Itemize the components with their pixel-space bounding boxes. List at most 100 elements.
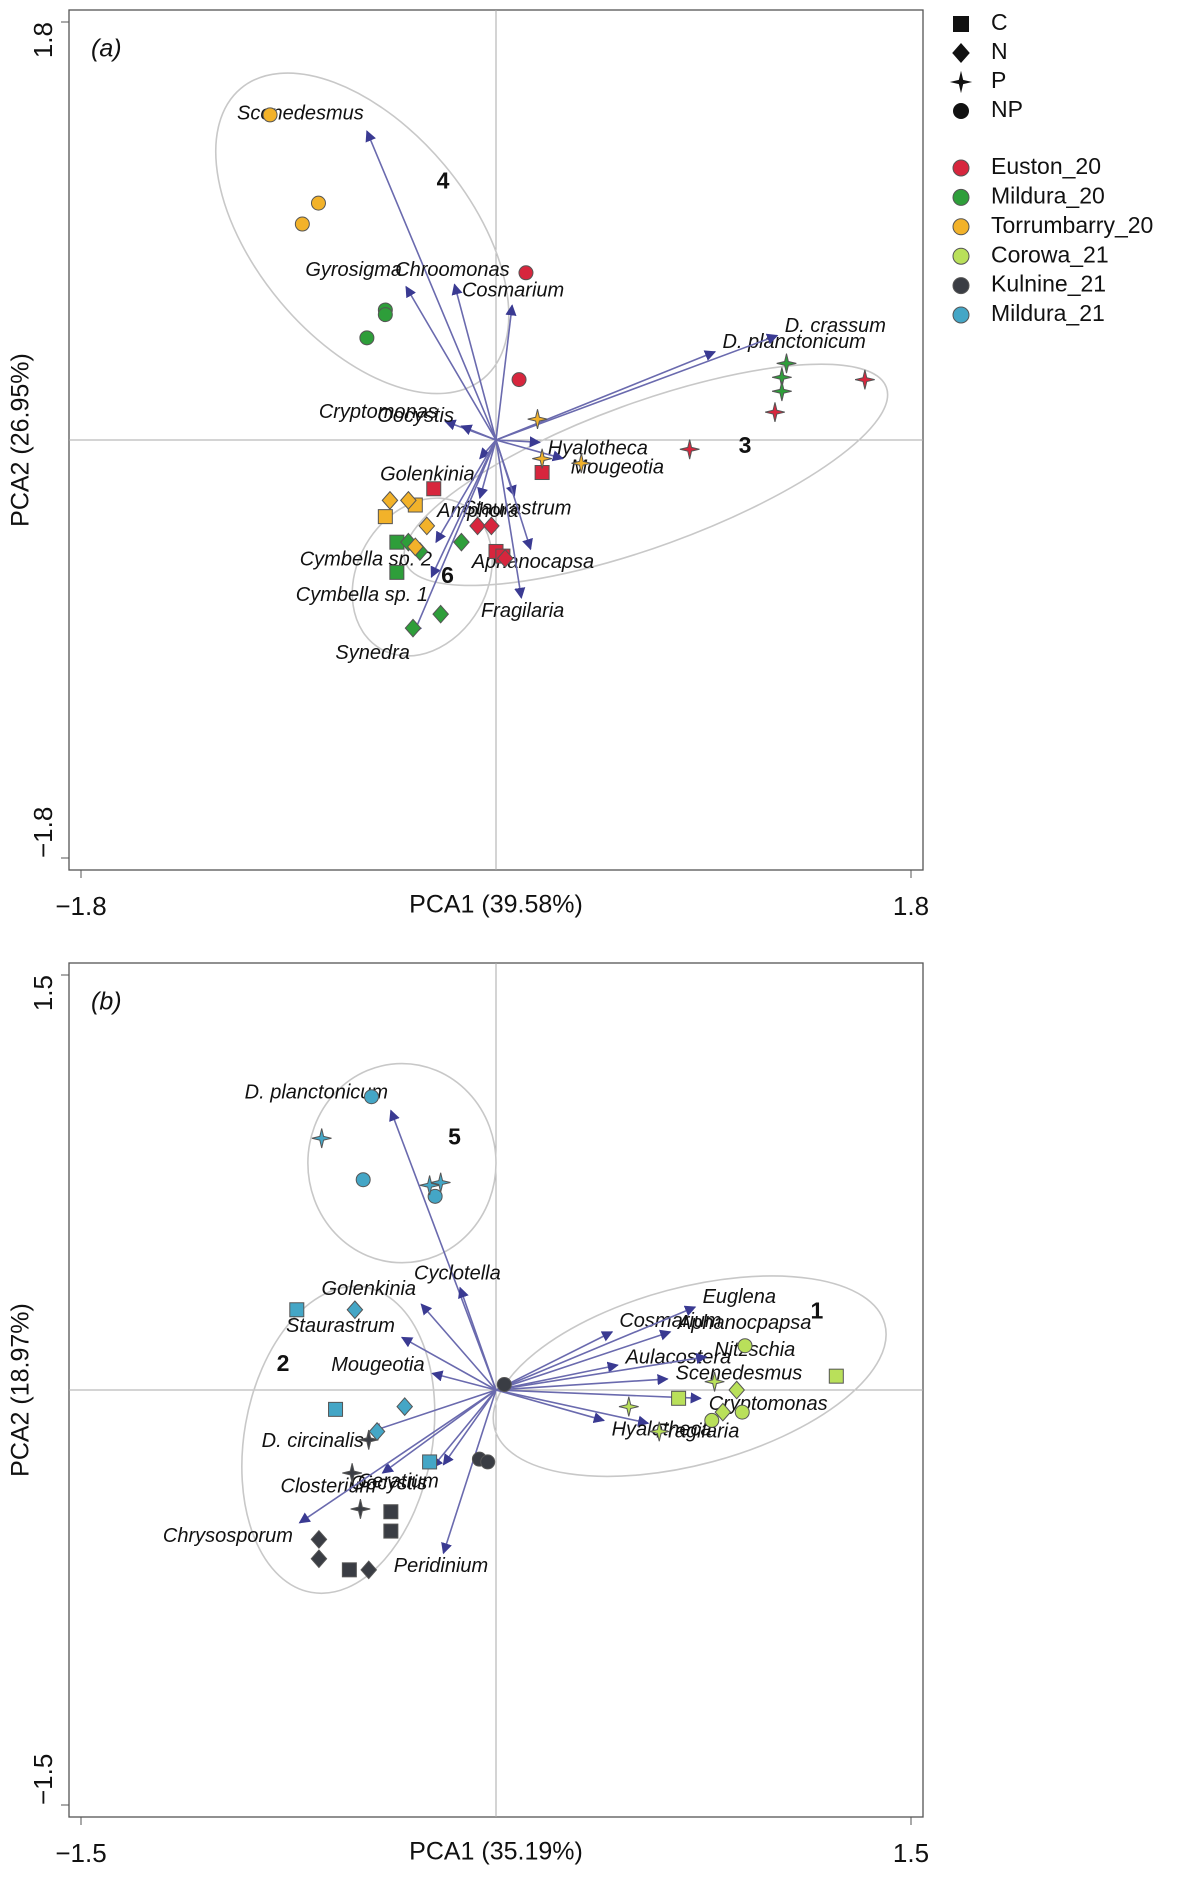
- legend-swatch: [952, 188, 970, 206]
- sample-point: [368, 1421, 386, 1442]
- sample-point: [342, 1463, 363, 1483]
- sample-point: [704, 1371, 725, 1392]
- legend-label: Torrumbarry_20: [991, 212, 1153, 238]
- sample-point: [511, 372, 527, 388]
- sample-point: [430, 1172, 451, 1193]
- sample-point: [714, 1402, 732, 1422]
- loading-arrow: [420, 1303, 497, 1391]
- loading-label: D. crassum: [785, 315, 886, 337]
- sample-point: [765, 402, 785, 423]
- loading-label: Golenkinia: [380, 463, 475, 485]
- loading-label: Chrysosporum: [163, 1525, 293, 1547]
- sample-point: [400, 490, 417, 510]
- loading-arrow: [477, 439, 497, 500]
- sample-point: [734, 1404, 750, 1420]
- sample-point: [496, 1376, 512, 1392]
- legend-label: Kulnine_21: [991, 271, 1106, 297]
- loading-label: Gyrosigma: [305, 259, 402, 281]
- legend-swatch: [952, 218, 970, 236]
- sample-point: [360, 1560, 378, 1580]
- sample-point: [389, 564, 405, 580]
- sample-point: [310, 195, 326, 211]
- legend-marker: [949, 70, 973, 94]
- sample-point: [419, 1175, 440, 1196]
- loading-label: Oocystis: [377, 405, 454, 427]
- loading-label: Euglena: [703, 1286, 776, 1308]
- loading-arrow: [431, 1370, 497, 1391]
- loading-arrow: [495, 1389, 702, 1404]
- sample-point: [383, 1523, 399, 1539]
- sample-point: [355, 1172, 371, 1188]
- sample-point: [426, 481, 442, 497]
- cluster-number: 4: [437, 167, 450, 193]
- loading-arrow: [495, 1389, 650, 1427]
- sample-point: [427, 1188, 443, 1204]
- legend-swatch: [952, 159, 970, 177]
- loading-label: Golenkinia: [322, 1278, 417, 1300]
- loading-label: Mougeotia: [331, 1354, 424, 1376]
- loading-arrow: [495, 1331, 614, 1391]
- sample-point: [377, 509, 393, 525]
- loading-label: Staurastrum: [286, 1315, 395, 1337]
- sample-point: [854, 369, 875, 390]
- sample-point: [828, 1368, 844, 1384]
- y-tick-label: −1.8: [28, 807, 58, 858]
- legend-label: Corowa_21: [991, 241, 1109, 267]
- loading-label: Chroomonas: [395, 259, 510, 281]
- x-tick-label: 1.8: [893, 891, 929, 921]
- sample-point: [469, 516, 486, 536]
- loading-label: Ceratium: [358, 1470, 439, 1492]
- loading-label: D. circinalis: [262, 1430, 364, 1452]
- x-tick-label: 1.5: [893, 1838, 929, 1868]
- y-axis-label: PCA2 (18.97%): [7, 1303, 35, 1477]
- sample-point: [571, 453, 592, 474]
- loading-arrow: [435, 439, 497, 544]
- sample-point: [771, 381, 792, 402]
- loading-arrow: [495, 439, 533, 551]
- sample-point: [728, 1380, 746, 1400]
- sample-point: [346, 1300, 364, 1320]
- loading-arrow: [495, 439, 526, 600]
- sample-point: [453, 532, 470, 552]
- loading-arrow: [495, 304, 517, 441]
- cluster-number: 6: [441, 562, 454, 588]
- y-axis-label: PCA2 (26.95%): [7, 353, 35, 527]
- y-tick-label: −1.5: [28, 1754, 58, 1805]
- loading-label: Synedra: [335, 642, 410, 664]
- loading-arrow: [365, 130, 497, 441]
- legend-marker: [953, 16, 969, 32]
- loading-label: Fragilaria: [656, 1420, 739, 1442]
- legend-swatch: [952, 277, 970, 295]
- cluster-number: 1: [811, 1298, 824, 1324]
- sample-point: [262, 107, 278, 123]
- loading-arrow: [370, 1389, 497, 1434]
- x-axis-label: PCA1 (39.58%): [409, 891, 583, 919]
- loading-label: Aphanocpapsa: [677, 1312, 811, 1334]
- sample-point: [404, 618, 422, 638]
- loading-label: Cryptomonas: [319, 401, 438, 423]
- legend-label: Euston_20: [991, 153, 1101, 179]
- loading-arrow: [381, 1389, 497, 1474]
- loading-arrow: [460, 424, 497, 441]
- sample-point: [406, 537, 424, 557]
- legend-marker: [952, 43, 970, 63]
- sample-point: [649, 1421, 670, 1442]
- loading-arrow: [431, 1389, 497, 1469]
- panel-label: (b): [91, 988, 122, 1016]
- legend-label: P: [991, 67, 1006, 93]
- sample-point: [289, 1302, 305, 1318]
- sample-point: [381, 490, 399, 510]
- cluster-number: 3: [739, 432, 752, 458]
- loading-arrow: [298, 1389, 497, 1524]
- loading-arrow: [495, 1352, 708, 1391]
- sample-point: [518, 265, 534, 281]
- loading-label: Oocystis: [351, 1473, 428, 1495]
- loading-arrow: [495, 1305, 697, 1391]
- loading-label: Cosmarium: [462, 280, 564, 302]
- legend-marker: [953, 103, 969, 119]
- sample-point: [359, 330, 375, 346]
- loading-label: Fragilaria: [481, 600, 564, 622]
- sample-point: [422, 1454, 438, 1470]
- legend-label: Mildura_21: [991, 300, 1105, 326]
